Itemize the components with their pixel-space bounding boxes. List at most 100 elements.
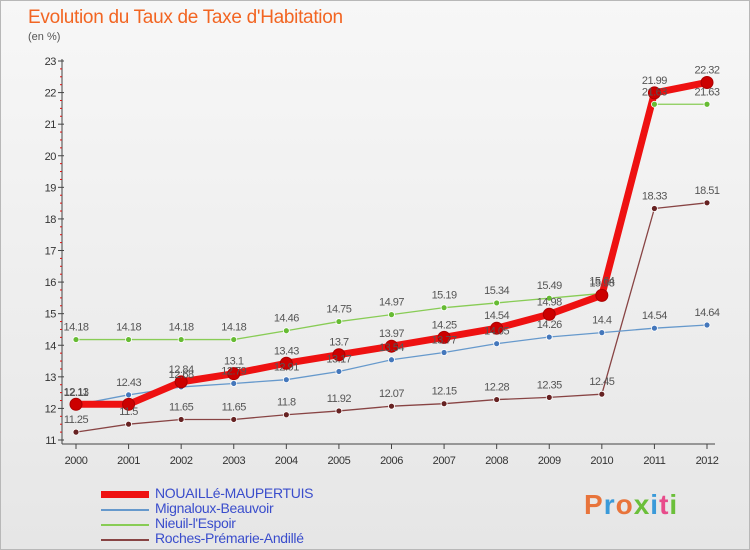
data-point	[545, 294, 553, 302]
legend-item: Roches-Prémarie-Andillé	[101, 530, 421, 547]
proxiti-logo: Proxiti	[584, 489, 679, 520]
data-label: 13.1	[224, 356, 244, 368]
data-label: 15.34	[484, 285, 509, 297]
data-point	[542, 307, 556, 321]
data-label: 14.25	[432, 319, 457, 331]
data-point	[332, 348, 346, 362]
data-point	[69, 397, 83, 411]
legend-swatch	[101, 539, 149, 541]
data-point	[598, 329, 606, 337]
data-label: 18.51	[694, 185, 719, 197]
data-label: 22.32	[694, 64, 719, 76]
legend-item: Mignaloux-Beauvoir	[101, 500, 421, 517]
data-label: 14.18	[221, 322, 246, 334]
data-label: 14.18	[169, 322, 194, 334]
data-label: 13.17	[326, 353, 351, 365]
y-tick-label: 18	[45, 214, 57, 226]
line-chart: 11 12 13 14 15 16 17 18 19 20 21 22 23 2000 2001 2002 20…	[45, 56, 721, 467]
x-tick-label: 2011	[643, 455, 665, 467]
data-label: 12.15	[432, 386, 457, 398]
data-label: 14.46	[274, 313, 299, 325]
data-point	[647, 86, 661, 100]
data-point	[703, 199, 711, 207]
y-tick-label: 21	[45, 119, 57, 131]
data-label: 14.54	[642, 310, 667, 322]
x-tick-label: 2012	[696, 455, 719, 467]
data-point	[282, 411, 290, 419]
data-point	[440, 304, 448, 312]
data-point	[388, 356, 395, 364]
data-point	[122, 397, 136, 411]
data-label: 12.68	[169, 369, 194, 381]
x-tick-label: 2001	[117, 455, 140, 467]
legend-swatch	[101, 491, 149, 498]
x-tick-label: 2007	[433, 455, 456, 467]
data-point	[125, 336, 132, 343]
data-label: 12.35	[537, 379, 562, 391]
y-tick-label: 20	[45, 151, 57, 163]
y-tick-label: 13	[45, 372, 57, 384]
data-label: 21.99	[642, 75, 667, 87]
data-point	[282, 327, 290, 335]
data-label: 13.7	[329, 337, 349, 349]
data-point	[545, 393, 553, 401]
legend-swatch	[101, 524, 149, 526]
data-label: 13.43	[274, 345, 299, 357]
data-label: 13.77	[432, 335, 457, 347]
y-tick-label: 16	[45, 277, 57, 289]
y-tick-label: 22	[45, 88, 57, 100]
x-tick-label: 2008	[485, 455, 508, 467]
data-label: 14.54	[484, 310, 509, 322]
data-point	[598, 390, 606, 398]
data-point	[227, 367, 241, 381]
data-label: 11.5	[119, 406, 138, 418]
legend-label: Roches-Prémarie-Andillé	[155, 530, 304, 546]
data-point	[493, 299, 501, 307]
data-point	[174, 375, 188, 389]
data-label: 15.19	[432, 290, 457, 302]
data-label: 14.18	[63, 322, 88, 334]
legend-label: Nieuil-l'Espoir	[155, 515, 236, 531]
data-point	[545, 333, 553, 341]
data-point	[440, 349, 448, 356]
data-point	[651, 324, 658, 332]
data-label: 11.65	[169, 401, 194, 413]
data-point	[335, 407, 343, 415]
data-point	[279, 356, 293, 370]
data-point	[282, 376, 290, 384]
data-label: 15.49	[537, 280, 562, 292]
data-label: 12.45	[589, 376, 614, 388]
data-point	[437, 330, 451, 344]
y-tick-label: 12	[45, 403, 57, 415]
data-label: 11.92	[327, 393, 352, 405]
data-point	[388, 311, 395, 319]
legend: NOUAILLé-MAUPERTUIS Mignaloux-Beauvoir N…	[101, 485, 421, 547]
data-point	[230, 416, 238, 423]
data-point	[651, 100, 658, 108]
data-point	[72, 336, 80, 343]
data-label: 21.63	[694, 86, 719, 98]
data-label: 14.97	[379, 297, 404, 309]
x-tick-label: 2000	[65, 455, 88, 467]
data-label: 12.11	[64, 387, 89, 399]
axes: 11 12 13 14 15 16 17 18 19 20 21 22 23 2000 2001 2002 20…	[45, 56, 720, 467]
data-point	[700, 75, 714, 89]
legend-item: Nieuil-l'Espoir	[101, 515, 421, 532]
data-label: 12.91	[274, 362, 299, 374]
y-tick-label: 17	[45, 246, 57, 258]
data-label: 14.98	[537, 296, 562, 308]
data-label: 15.58	[589, 277, 614, 289]
data-point	[385, 339, 398, 353]
y-tick-label: 15	[45, 309, 57, 321]
x-tick-label: 2005	[327, 455, 350, 467]
data-point	[335, 368, 343, 375]
data-point	[125, 420, 132, 428]
data-label: 14.4	[592, 315, 612, 327]
data-label: 13.54	[379, 342, 404, 354]
data-label: 15.64	[589, 275, 614, 287]
x-tick-label: 2010	[590, 455, 613, 467]
unit-label: (en %)	[28, 31, 61, 43]
data-point	[440, 400, 448, 408]
series-markers	[69, 75, 714, 436]
